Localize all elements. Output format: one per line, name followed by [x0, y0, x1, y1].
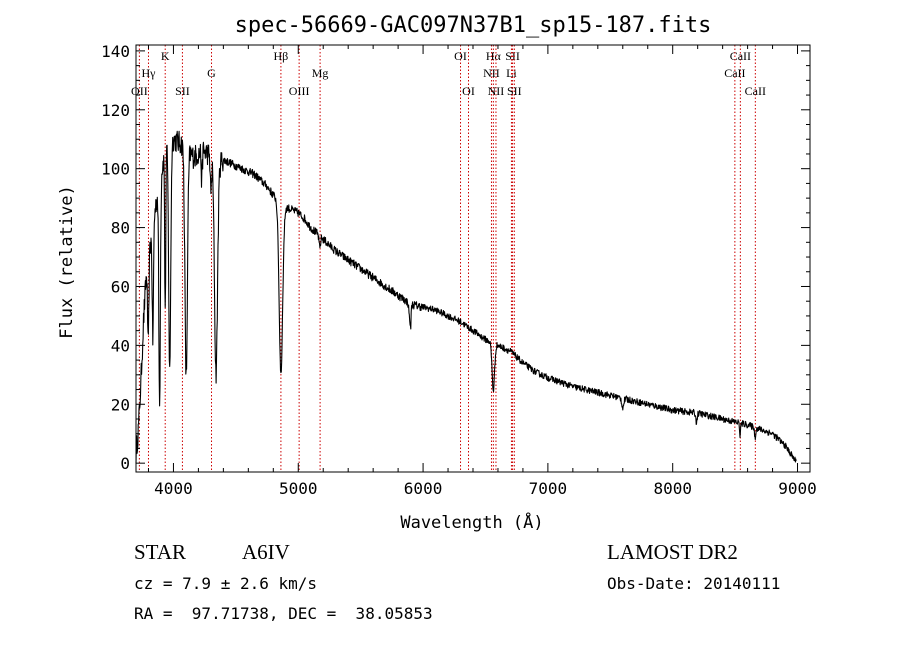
y-tick-label-120: 120: [101, 101, 130, 120]
line-marker-label-15: SII: [507, 84, 522, 98]
line-marker-label-4: G: [207, 66, 216, 80]
line-marker-label-5: Hβ: [274, 49, 289, 63]
coordinates-readout: RA = 97.71738, DEC = 38.05853: [134, 604, 433, 623]
line-marker-label-9: OI: [462, 84, 475, 98]
line-marker-label-3: SII: [175, 84, 190, 98]
x-tick-label-4000: 4000: [154, 479, 193, 498]
y-tick-label-0: 0: [120, 454, 130, 473]
line-marker-label-0: Hγ: [141, 66, 156, 80]
object-class-label: STAR: [134, 540, 186, 564]
plot-frame: [135, 44, 811, 473]
line-marker-label-8: OI: [454, 49, 467, 63]
x-tick-label-6000: 6000: [404, 479, 443, 498]
line-marker-label-17: CaII: [724, 66, 745, 80]
x-tick-label-7000: 7000: [529, 479, 568, 498]
chart-title: spec-56669-GAC097N37B1_sp15-187.fits: [235, 13, 712, 38]
line-marker-label-11: NII: [483, 66, 500, 80]
x-tick-label-5000: 5000: [279, 479, 318, 498]
line-marker-label-6: OIII: [289, 84, 310, 98]
spectrum-line: [135, 130, 797, 464]
axes: 4000 5000 6000 7000 8000 9000 0 20 40 60 80 100 120 1…: [101, 42, 817, 498]
line-marker-label-18: CaII: [745, 84, 766, 98]
line-marker-label-12: NII: [488, 84, 505, 98]
object-subclass: A6IV: [242, 540, 290, 564]
y-tick-label-40: 40: [111, 336, 130, 355]
x-axis-label: Wavelength (Å): [400, 511, 543, 533]
y-tick-label-20: 20: [111, 395, 130, 414]
y-tick-label-80: 80: [111, 219, 130, 238]
y-axis-label: Flux (relative): [57, 185, 77, 339]
x-tick-label-8000: 8000: [653, 479, 692, 498]
line-marker-label-2: OII: [131, 84, 148, 98]
survey-label: LAMOST DR2: [607, 540, 738, 564]
line-marker-label-1: K: [161, 49, 170, 63]
observation-date: Obs-Date: 20140111: [607, 574, 781, 593]
line-marker-label-16: CaII: [730, 49, 751, 63]
line-marker-label-13: SII: [505, 49, 520, 63]
redshift-readout: cz = 7.9 ± 2.6 km/s: [134, 574, 318, 593]
y-tick-label-100: 100: [101, 160, 130, 179]
spectrum-series: [135, 130, 797, 464]
line-marker-label-14: Li: [506, 66, 517, 80]
line-marker-label-10: Hα: [486, 49, 502, 63]
x-tick-label-9000: 9000: [778, 479, 817, 498]
line-marker-label-7: Mg: [312, 66, 329, 80]
y-tick-label-140: 140: [101, 42, 130, 61]
y-tick-label-60: 60: [111, 277, 130, 296]
